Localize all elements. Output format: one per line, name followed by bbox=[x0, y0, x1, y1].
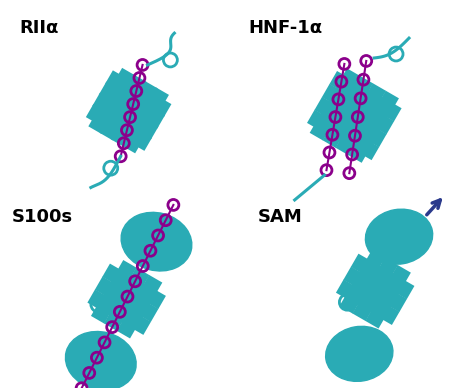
Ellipse shape bbox=[365, 209, 433, 264]
Text: S100s: S100s bbox=[11, 208, 73, 226]
Text: SAM: SAM bbox=[258, 208, 302, 226]
Ellipse shape bbox=[65, 331, 136, 389]
Ellipse shape bbox=[326, 326, 393, 381]
Text: HNF-1α: HNF-1α bbox=[248, 19, 322, 37]
Ellipse shape bbox=[121, 212, 192, 271]
Text: RIIα: RIIα bbox=[19, 19, 59, 37]
